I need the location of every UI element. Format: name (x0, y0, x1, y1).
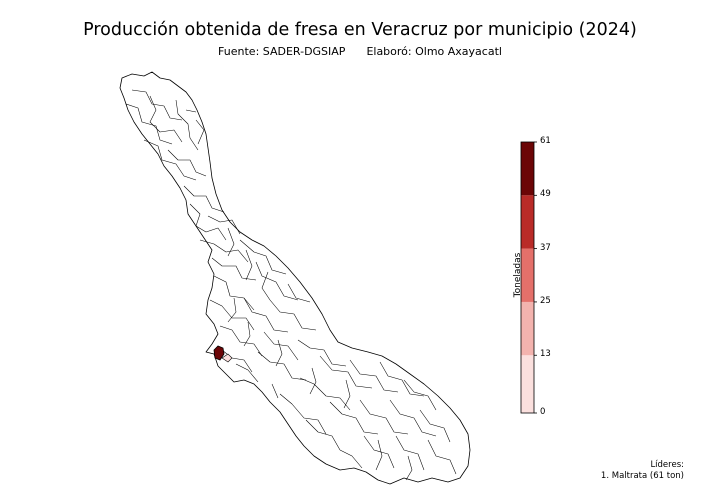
colorbar-title: Toneladas (513, 252, 523, 298)
source-text: Fuente: SADER-DGSIAP (218, 45, 346, 58)
maltrata-municipality (213, 345, 225, 361)
colorbar-bin (521, 301, 534, 356)
colorbar-bin (521, 355, 534, 413)
map-subtitle: Fuente: SADER-DGSIAP Elaboró: Olmo Axaya… (0, 45, 720, 58)
colorbar-tick-label: 61 (540, 136, 551, 146)
colorbar-ticks (534, 141, 537, 414)
colorbar-bins (521, 142, 534, 413)
map-title: Producción obtenida de fresa en Veracruz… (83, 20, 637, 40)
leader-item: 1. Maltrata (61 ton) (600, 471, 684, 481)
leaders-heading: Líderes: (650, 460, 684, 470)
colorbar-tick-label: 0 (540, 407, 546, 417)
colorbar-tick-label: 37 (540, 242, 551, 253)
colorbar-bin (521, 195, 534, 249)
leaders-box: Líderes: 1. Maltrata (61 ton) (601, 460, 684, 482)
colorbar-tick-label: 25 (540, 295, 551, 306)
colorbar-tick-label: 49 (540, 189, 551, 200)
state-outline (119, 71, 471, 485)
colorbar-tick-label: 13 (540, 349, 551, 360)
author-text: Elaboró: Olmo Axayacatl (366, 45, 502, 58)
colorbar-bin (521, 248, 534, 302)
colorbar-frame (520, 141, 535, 414)
colorbar-bin (521, 142, 534, 196)
